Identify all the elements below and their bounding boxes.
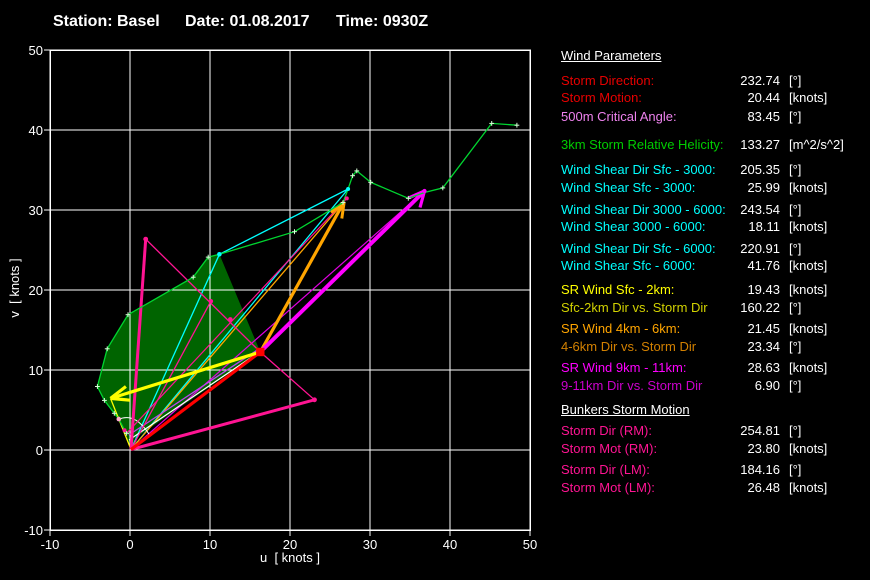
svg-text:v [ knots ]: v [ knots ] <box>7 258 22 317</box>
svg-text:40: 40 <box>29 123 43 138</box>
svg-text:10: 10 <box>29 363 43 378</box>
svg-text:50: 50 <box>523 537 537 552</box>
svg-text:20: 20 <box>283 537 297 552</box>
svg-text:-10: -10 <box>24 523 43 538</box>
svg-text:30: 30 <box>363 537 377 552</box>
svg-text:40: 40 <box>443 537 457 552</box>
svg-text:10: 10 <box>203 537 217 552</box>
svg-text:u [ knots ]: u [ knots ] <box>260 550 320 565</box>
svg-text:-10: -10 <box>41 537 60 552</box>
svg-text:30: 30 <box>29 203 43 218</box>
svg-text:50: 50 <box>29 43 43 58</box>
svg-text:20: 20 <box>29 283 43 298</box>
svg-text:0: 0 <box>36 443 43 458</box>
svg-text:0: 0 <box>126 537 133 552</box>
